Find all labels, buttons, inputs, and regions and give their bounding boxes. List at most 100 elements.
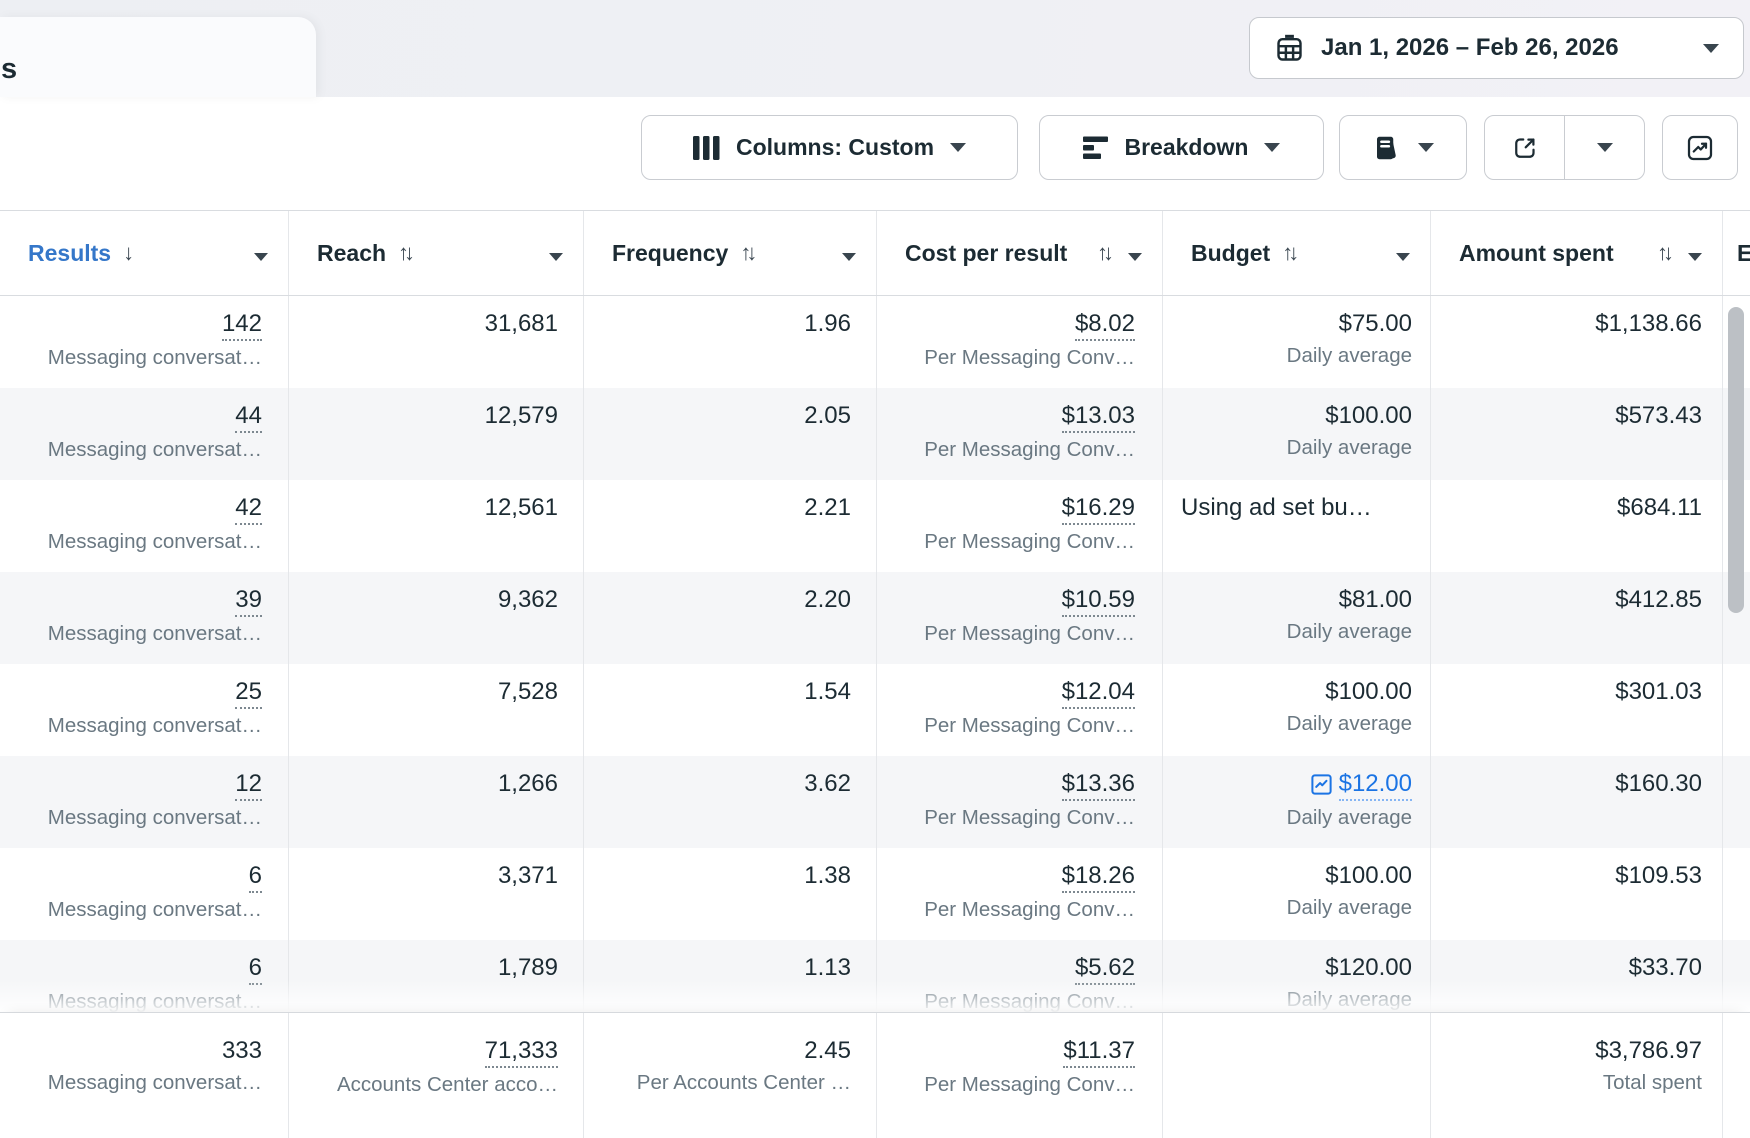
frequency-value: 1.54 [804,678,851,705]
table-header-row: Results ↓ Reach ↑↓ Frequency ↑↓ Cost per resul… [0,210,1750,296]
cost-per-result-sub-label: Per Messaging Conv… [924,622,1135,645]
cell-cost-per-result: $10.59 Per Messaging Conv… [876,572,1162,664]
date-range-button[interactable]: Jan 1, 2026 – Feb 26, 2026 [1249,17,1744,79]
budget-value: $81.00 [1338,586,1412,613]
column-header-cost_per_result[interactable]: Cost per result ↑↓ [876,211,1162,295]
cell-cost-per-result: $8.02 Per Messaging Conv… [876,296,1162,388]
cell-budget: $120.00 Daily average [1162,940,1430,1012]
cell-budget: $100.00 Daily average [1162,388,1430,480]
sort-desc-icon: ↓ [123,240,134,265]
column-header-label: Budget [1191,239,1271,266]
cell-summary-results: 333 Messaging conversat… [0,1013,288,1138]
dropdown-caret-icon [1264,143,1281,152]
cell-next-partial [1722,572,1750,664]
column-header-budget[interactable]: Budget ↑↓ [1162,211,1430,295]
cell-results: 42 Messaging conversat… [0,480,288,572]
frequency-value: 1.13 [804,954,851,981]
cell-amount-spent: $160.30 [1430,756,1722,848]
column-menu-button[interactable] [254,240,268,267]
budget-sub-label: Daily average [1286,988,1412,1011]
results-value[interactable]: 142 [221,308,262,341]
reports-button[interactable] [1339,115,1467,180]
amount-spent-value: $301.03 [1615,678,1702,705]
cell-summary-amount-spent: $3,786.97 Total spent [1430,1013,1722,1138]
cell-next-partial [1722,756,1750,848]
table-summary-row: 333 Messaging conversat… 71,333 Accounts Ce… [0,1012,1750,1138]
frequency-value: 2.21 [804,494,851,521]
budget-insight-link[interactable]: $12.00 [1310,768,1412,801]
cost-per-result-value[interactable]: $13.36 [1061,768,1135,801]
summary-cost-per-result-sub-label: Per Messaging Conv… [924,1073,1135,1096]
results-value[interactable]: 39 [235,584,262,617]
cell-frequency: 1.13 [583,940,876,1012]
results-value[interactable]: 42 [235,492,262,525]
cost-per-result-sub-label: Per Messaging Conv… [924,714,1135,737]
column-header-amount_spent[interactable]: Amount spent ↑↓ [1430,211,1722,295]
amount-spent-value: $684.11 [1617,494,1702,521]
cost-per-result-value[interactable]: $10.59 [1061,584,1135,617]
amount-spent-value: $1,138.66 [1595,310,1702,337]
reach-value: 1,789 [497,954,558,981]
column-menu-button[interactable] [1396,240,1410,267]
cost-per-result-value[interactable]: $8.02 [1074,308,1135,341]
column-header-frequency[interactable]: Frequency ↑↓ [583,211,876,295]
results-value[interactable]: 44 [235,400,262,433]
column-header-label: Frequency [612,239,729,266]
dropdown-caret-icon [842,252,856,261]
cell-budget: $100.00 Daily average [1162,664,1430,756]
amount-spent-value: $573.43 [1615,402,1702,429]
table-row: 42 Messaging conversat… 12,561 2.21 $16.29 Pe… [0,480,1750,572]
column-menu-button[interactable] [1128,240,1142,267]
column-menu-button[interactable] [1688,240,1702,267]
cell-reach: 9,362 [288,572,583,664]
column-menu-button[interactable] [842,240,856,267]
dropdown-caret-icon [1418,143,1434,152]
active-tab-card[interactable]: s [0,17,316,97]
results-sub-label: Messaging conversat… [47,346,262,369]
results-value[interactable]: 6 [248,952,262,985]
column-header-results[interactable]: Results ↓ [0,211,288,295]
reports-icon [1372,133,1402,163]
column-header-reach[interactable]: Reach ↑↓ [288,211,583,295]
cell-amount-spent: $109.53 [1430,848,1722,940]
column-header-label: Amount spent [1459,239,1614,266]
cost-per-result-value[interactable]: $16.29 [1061,492,1135,525]
reach-value: 7,528 [497,678,558,705]
dropdown-caret-icon [1128,252,1142,261]
cost-per-result-value[interactable]: $5.62 [1074,952,1135,985]
dropdown-caret-icon [1396,252,1410,261]
cell-amount-spent: $301.03 [1430,664,1722,756]
budget-value[interactable]: $12.00 [1338,768,1412,801]
results-value[interactable]: 6 [248,860,262,893]
cell-reach: 3,371 [288,848,583,940]
summary-cost-per-result-value[interactable]: $11.37 [1063,1035,1135,1068]
summary-reach-value[interactable]: 71,333 [484,1035,558,1068]
cell-reach: 1,266 [288,756,583,848]
top-bar: s Jan 1, 2026 – Feb 26, 2026 [0,0,1750,97]
cell-reach: 31,681 [288,296,583,388]
table-row: 44 Messaging conversat… 12,579 2.05 $13.03 Pe… [0,388,1750,480]
columns-button[interactable]: Columns: Custom [641,115,1018,180]
export-options-button[interactable] [1564,116,1644,179]
cell-summary-cost-per-result: $11.37 Per Messaging Conv… [876,1013,1162,1138]
breakdown-button[interactable]: Breakdown [1039,115,1324,180]
budget-value: $120.00 [1325,954,1412,981]
cost-per-result-value[interactable]: $13.03 [1061,400,1135,433]
cell-results: 142 Messaging conversat… [0,296,288,388]
dropdown-caret-icon [950,143,967,152]
date-range-label: Jan 1, 2026 – Feb 26, 2026 [1321,34,1619,61]
view-charts-button[interactable] [1662,115,1738,180]
results-value[interactable]: 12 [235,768,262,801]
cost-per-result-value[interactable]: $12.04 [1061,676,1135,709]
vertical-scrollbar[interactable] [1728,307,1744,613]
cell-results: 39 Messaging conversat… [0,572,288,664]
cell-reach: 7,528 [288,664,583,756]
export-button[interactable] [1485,116,1564,179]
budget-value: $100.00 [1325,862,1412,889]
frequency-value: 1.96 [804,310,851,337]
cell-budget: $12.00 Daily average [1162,756,1430,848]
cost-per-result-value[interactable]: $18.26 [1061,860,1135,893]
cell-budget: $81.00 Daily average [1162,572,1430,664]
column-menu-button[interactable] [549,240,563,267]
results-value[interactable]: 25 [235,676,262,709]
